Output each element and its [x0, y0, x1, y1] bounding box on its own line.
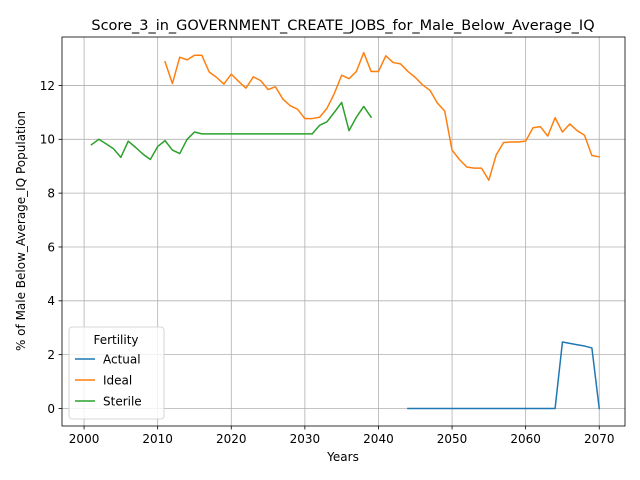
series-layer [90, 51, 601, 410]
plot-frame [61, 36, 626, 427]
legend: Fertility Actual Ideal Sterile [68, 326, 165, 420]
x-tick-label: 2020 [216, 432, 247, 446]
y-tick-label: 4 [47, 294, 55, 308]
x-tick-label: 2070 [584, 432, 615, 446]
legend-label-ideal: Ideal [103, 373, 132, 387]
x-tick-label: 2030 [290, 432, 321, 446]
x-tick-label: 2060 [510, 432, 541, 446]
y-axis-label: % of Male Below_Average_IQ Population [14, 111, 28, 351]
x-tick-label: 2000 [69, 432, 100, 446]
legend-box [68, 326, 165, 420]
y-axis: 0 2 4 6 8 10 12 [40, 79, 62, 416]
y-tick-label: 10 [40, 133, 55, 147]
series-line-actual [407, 341, 601, 410]
x-axis: 2000 2010 2020 2030 2040 2050 2060 2070 [69, 426, 615, 446]
legend-entries: Actual Ideal Sterile [75, 352, 142, 408]
chart-title: Score_3_in_GOVERNMENT_CREATE_JOBS_for_Ma… [91, 18, 594, 34]
y-tick-label: 8 [47, 186, 55, 200]
y-tick-label: 0 [47, 402, 55, 416]
y-tick-label: 12 [40, 79, 55, 93]
series-line-ideal [164, 51, 601, 181]
y-tick-label: 2 [47, 348, 55, 362]
x-tick-label: 2010 [142, 432, 173, 446]
legend-title: Fertility [93, 333, 138, 347]
series-line-sterile [90, 101, 373, 161]
y-tick-label: 6 [47, 240, 55, 254]
x-gridlines [83, 37, 600, 426]
legend-label-actual: Actual [103, 352, 141, 366]
legend-label-sterile: Sterile [103, 394, 142, 408]
x-axis-label: Years [326, 450, 359, 464]
x-tick-label: 2050 [437, 432, 468, 446]
x-tick-label: 2040 [363, 432, 394, 446]
